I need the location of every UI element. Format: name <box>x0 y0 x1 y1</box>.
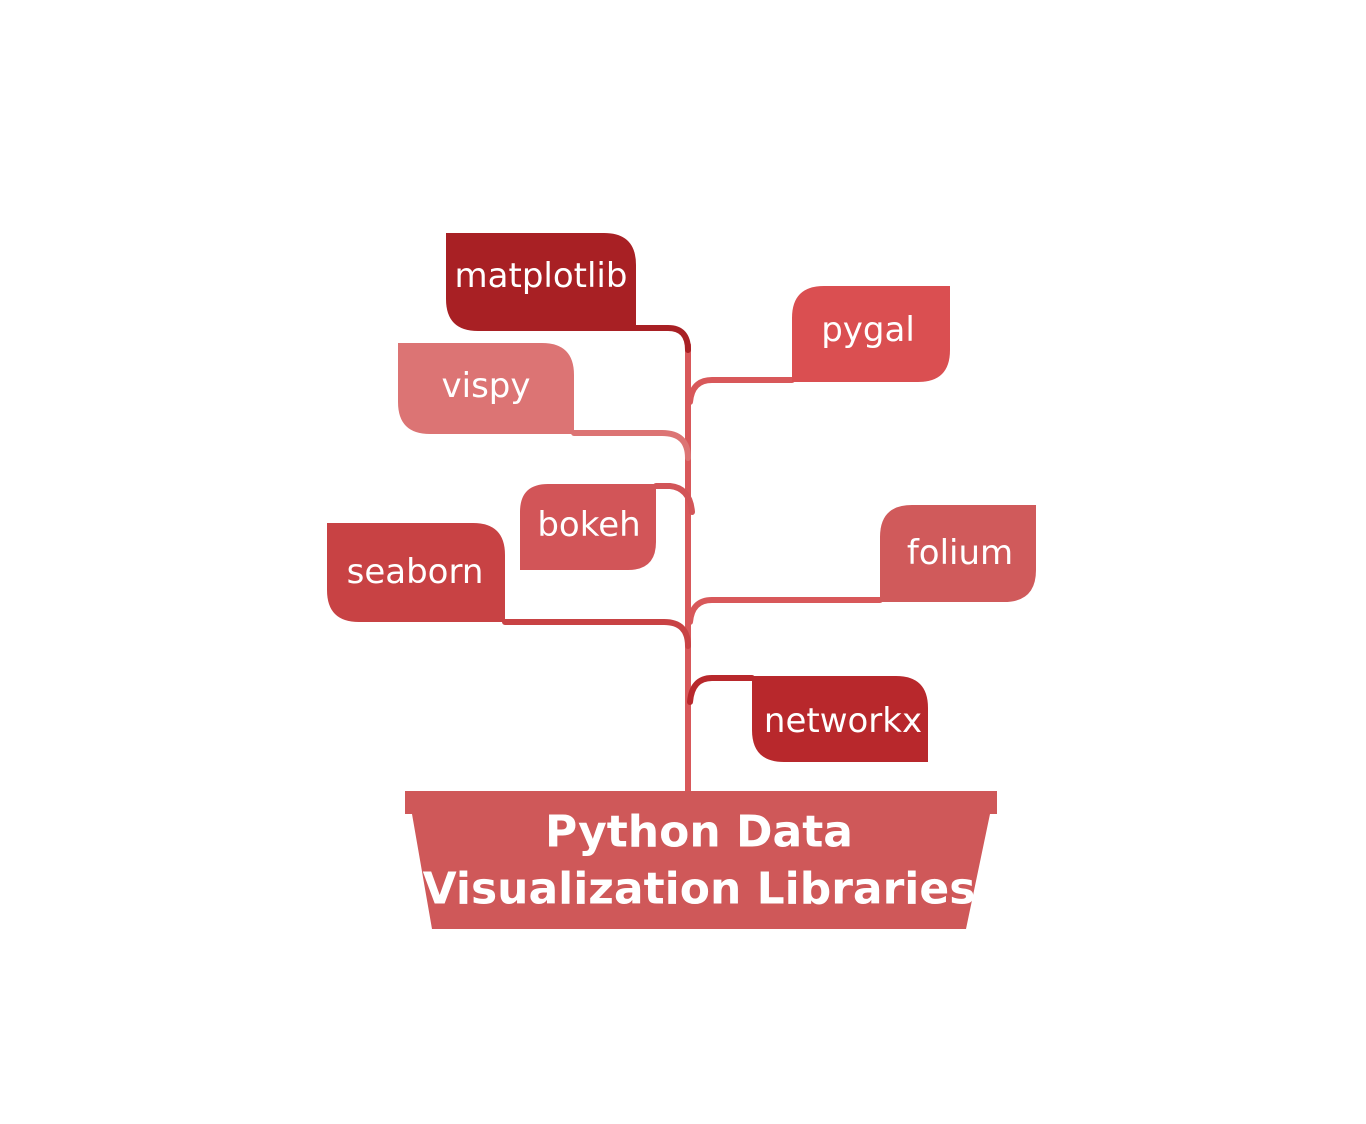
leaf-folium: folium <box>880 505 1036 602</box>
branch-vispy <box>571 430 691 461</box>
leaf-shape-folium <box>880 505 1036 602</box>
leaf-shape-seaborn <box>327 523 505 622</box>
branch-pygal <box>687 377 795 405</box>
leaf-label-vispy: vispy <box>442 366 531 406</box>
pot: Python Data Visualization Libraries <box>405 791 997 929</box>
leaf-shape-networkx <box>752 676 928 762</box>
leaf-matplotlib: matplotlib <box>446 233 636 331</box>
branch-bokeh <box>653 483 695 515</box>
leaf-pygal: pygal <box>792 286 950 382</box>
leaf-shape-matplotlib <box>446 233 636 331</box>
leaf-label-pygal: pygal <box>821 310 915 350</box>
pot-title-line1: Python Data <box>545 807 853 858</box>
branch-networkx <box>687 675 755 705</box>
branch-matplotlib <box>633 325 691 353</box>
leaf-shape-bokeh <box>520 484 656 570</box>
leaf-label-seaborn: seaborn <box>347 552 484 592</box>
leaf-shape-vispy <box>398 343 574 434</box>
leaf-seaborn: seaborn <box>327 523 505 622</box>
pot-title-line2: Visualization Libraries <box>423 864 976 915</box>
leaf-bokeh: bokeh <box>520 484 656 570</box>
branch-seaborn <box>502 619 691 649</box>
leaf-vispy: vispy <box>398 343 574 434</box>
pot-shape <box>405 791 997 929</box>
leaf-label-bokeh: bokeh <box>537 505 640 545</box>
leaf-label-matplotlib: matplotlib <box>455 256 628 296</box>
leaf-label-networkx: networkx <box>764 701 922 741</box>
leaf-shape-pygal <box>792 286 950 382</box>
leaf-networkx: networkx <box>752 676 928 762</box>
branch-folium <box>687 597 883 625</box>
leaf-label-folium: folium <box>907 533 1013 573</box>
